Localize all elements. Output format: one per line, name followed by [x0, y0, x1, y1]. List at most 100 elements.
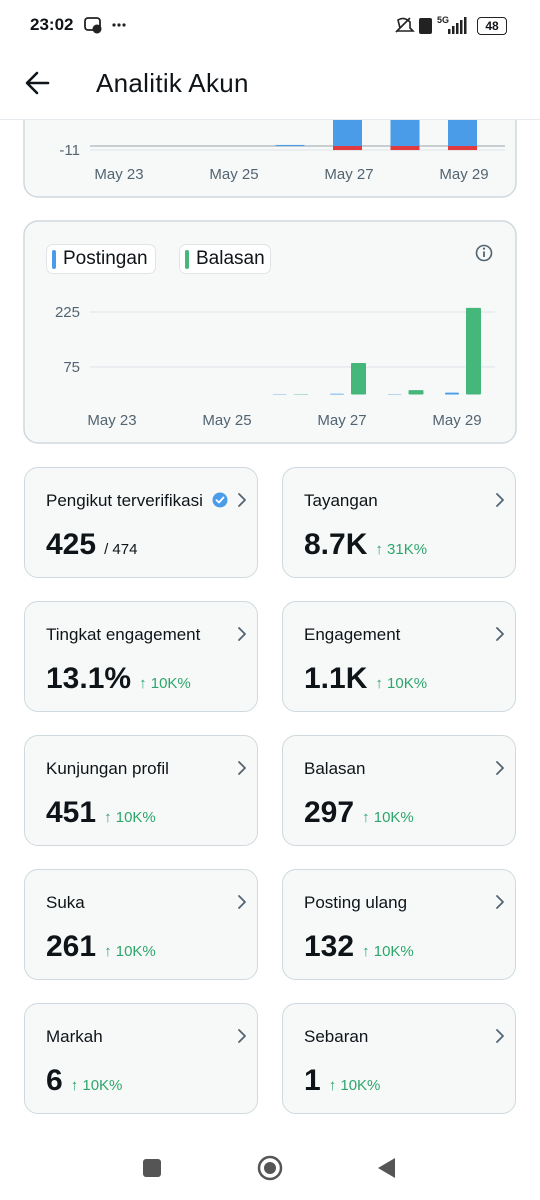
nav-back[interactable]	[378, 1158, 395, 1178]
y-tick-label: -11	[59, 142, 80, 159]
card-value-row: 451 ↑ 10K%	[46, 794, 156, 832]
chevron	[496, 1029, 504, 1043]
x-tick-label: May 25	[202, 412, 251, 429]
info-icon[interactable]	[475, 244, 493, 262]
metric-card[interactable]: Engagement 1.1K ↑ 10K%	[282, 601, 516, 712]
card-value: 1.1K	[304, 662, 368, 695]
x-tick-label: May 23	[87, 412, 136, 429]
metric-card[interactable]: Markah 6 ↑ 10K%	[24, 1003, 258, 1114]
legend-swatch	[52, 250, 56, 269]
card-value: 297	[304, 796, 355, 829]
card-value-row: 425 / 474	[46, 526, 137, 564]
card-value-row: 132 ↑ 10K%	[304, 928, 414, 966]
chevron-box	[237, 1028, 247, 1049]
card-value-row: 6 ↑ 10K%	[46, 1062, 122, 1100]
metric-card[interactable]: Pengikut terverifikasi 425 / 474	[24, 467, 258, 578]
card-value-row: 1 ↑ 10K%	[304, 1062, 380, 1100]
card-title: Tayangan	[304, 490, 378, 510]
chevron-box	[495, 1028, 505, 1049]
top-bar: 23:02 5G 48 Analitik Akun	[0, 0, 540, 120]
card-title-box: Suka	[46, 870, 216, 934]
x-tick-label: May 25	[209, 166, 258, 183]
chevron-box	[237, 894, 247, 915]
status-signal: 5G	[395, 15, 467, 34]
card-value-row: 13.1% ↑ 10K%	[46, 660, 191, 698]
card-change: ↑ 10K%	[104, 809, 156, 826]
bar	[448, 146, 477, 151]
card-title-box: Balasan	[304, 736, 474, 800]
card-value: 132	[304, 930, 355, 963]
card-title-box: Markah	[46, 1004, 216, 1068]
chevron	[496, 627, 504, 641]
metric-card[interactable]: Balasan 297 ↑ 10K%	[282, 735, 516, 846]
bar	[466, 307, 481, 395]
legend-label: Postingan	[63, 248, 148, 269]
card-title-box: Tayangan	[304, 468, 474, 532]
bar	[390, 146, 420, 151]
chevron-box	[495, 760, 505, 781]
chevron-box	[237, 492, 247, 513]
card-title-box: Pengikut terverifikasi	[46, 468, 216, 532]
card-title-box: Kunjungan profil	[46, 736, 216, 800]
card-title: Sebaran	[304, 1026, 369, 1046]
legend-swatch	[185, 250, 189, 269]
card-title: Posting ulang	[304, 892, 408, 912]
card-value-row: 1.1K ↑ 10K%	[304, 660, 427, 698]
card-title: Suka	[46, 892, 85, 912]
back-button[interactable]	[24, 70, 52, 96]
card-value-row: 8.7K ↑ 31K%	[304, 526, 427, 564]
y-tick-label: 225	[55, 304, 80, 321]
bar	[330, 393, 344, 395]
metric-card[interactable]: Sebaran 1 ↑ 10K%	[282, 1003, 516, 1114]
metric-card[interactable]: Suka 261 ↑ 10K%	[24, 869, 258, 980]
card-change: ↑ 10K%	[104, 943, 156, 960]
metric-card[interactable]: Kunjungan profil 451 ↑ 10K%	[24, 735, 258, 846]
chevron	[496, 493, 504, 507]
bar	[351, 362, 366, 395]
chevron	[238, 493, 246, 507]
legend-item[interactable]: Balasan	[179, 244, 271, 274]
legend-item[interactable]: Postingan	[46, 244, 156, 274]
card-title: Kunjungan profil	[46, 758, 169, 778]
card-value: 1	[304, 1064, 321, 1097]
x-tick-label: May 29	[432, 412, 481, 429]
card-value: 13.1%	[46, 662, 132, 695]
chevron-box	[495, 894, 505, 915]
card-change: ↑ 31K%	[375, 541, 428, 558]
card-title-box: Sebaran	[304, 1004, 474, 1068]
metric-card[interactable]: Tingkat engagement 13.1% ↑ 10K%	[24, 601, 258, 712]
chevron-box	[495, 626, 505, 647]
card-title: Balasan	[304, 758, 366, 778]
bar	[333, 146, 362, 151]
chevron	[238, 761, 246, 775]
card-total: / 474	[104, 541, 138, 558]
card-title-box: Engagement	[304, 602, 474, 666]
metric-card[interactable]: Tayangan 8.7K ↑ 31K%	[282, 467, 516, 578]
x-tick-label: May 23	[94, 166, 143, 183]
card-title-box: Tingkat engagement	[46, 602, 216, 666]
verified-badge	[212, 492, 228, 508]
nav-home-dot	[264, 1162, 276, 1174]
card-change: ↑ 10K%	[362, 943, 414, 960]
card-title: Pengikut terverifikasi	[46, 490, 203, 510]
chevron	[238, 627, 246, 641]
card-change: ↑ 10K%	[70, 1077, 123, 1094]
card-value: 6	[46, 1064, 63, 1097]
plot: 75 225 May 23 May 25 May 27 May 29	[55, 304, 495, 429]
metric-card[interactable]: Posting ulang 132 ↑ 10K%	[282, 869, 516, 980]
card-change: ↑ 10K%	[375, 675, 428, 692]
nav-recents[interactable]	[143, 1159, 161, 1177]
x-tick-label: May 27	[324, 166, 373, 183]
nav-home[interactable]	[257, 1155, 283, 1181]
chevron	[238, 895, 246, 909]
chevron-box	[495, 492, 505, 513]
card-change: ↑ 10K%	[362, 809, 414, 826]
battery: 48	[477, 17, 507, 35]
header-title: Analitik Akun	[96, 68, 249, 98]
chevron-box	[237, 760, 247, 781]
card-change: ↑ 10K%	[328, 1077, 381, 1094]
network-label: 5G	[437, 15, 449, 25]
status-time: 23:02	[30, 15, 74, 34]
card-value: 451	[46, 796, 97, 829]
